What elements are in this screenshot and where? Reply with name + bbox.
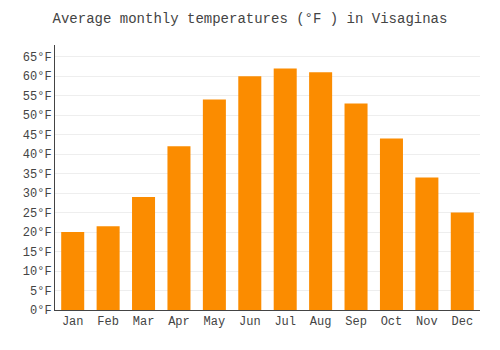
svg-text:40°F: 40°F [23, 148, 52, 162]
svg-text:50°F: 50°F [23, 109, 52, 123]
svg-text:Jan: Jan [62, 315, 84, 329]
svg-text:Apr: Apr [168, 315, 190, 329]
svg-text:20°F: 20°F [23, 226, 52, 240]
svg-text:10°F: 10°F [23, 265, 52, 279]
svg-text:45°F: 45°F [23, 129, 52, 143]
svg-text:Nov: Nov [416, 315, 438, 329]
svg-text:0°F: 0°F [30, 304, 52, 318]
svg-text:Feb: Feb [97, 315, 119, 329]
svg-text:Average monthly temperatures (: Average monthly temperatures (°F ) in Vi… [53, 11, 448, 27]
svg-text:Oct: Oct [381, 315, 403, 329]
svg-text:35°F: 35°F [23, 168, 52, 182]
svg-text:Dec: Dec [451, 315, 473, 329]
svg-text:Mar: Mar [133, 315, 155, 329]
svg-text:Sep: Sep [345, 315, 367, 329]
svg-text:Aug: Aug [310, 315, 332, 329]
svg-text:65°F: 65°F [23, 51, 52, 65]
svg-text:25°F: 25°F [23, 207, 52, 221]
svg-text:5°F: 5°F [30, 285, 52, 299]
svg-text:55°F: 55°F [23, 90, 52, 104]
svg-text:Jun: Jun [239, 315, 261, 329]
svg-text:15°F: 15°F [23, 246, 52, 260]
svg-text:Jul: Jul [274, 315, 296, 329]
svg-text:60°F: 60°F [23, 70, 52, 84]
svg-text:30°F: 30°F [23, 187, 52, 201]
svg-text:May: May [204, 315, 226, 329]
